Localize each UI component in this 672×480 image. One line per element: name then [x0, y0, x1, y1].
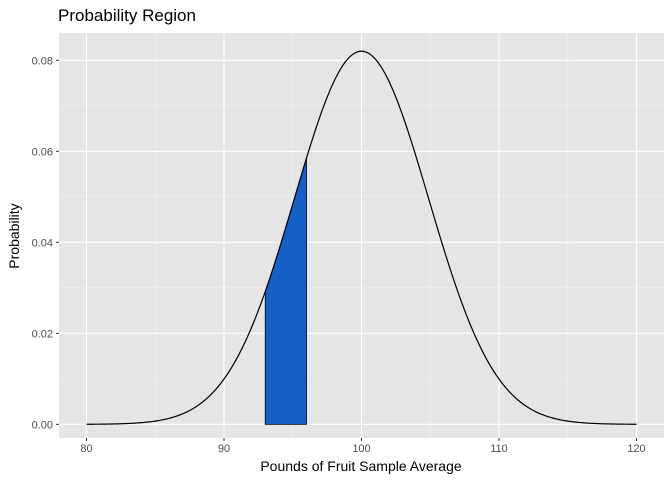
density-curve [86, 50, 637, 425]
y-tick-label: 0.02 [32, 328, 53, 340]
x-tick-label: 100 [352, 443, 370, 455]
grid-major [59, 33, 664, 438]
x-axis-title: Pounds of Fruit Sample Average [260, 458, 462, 474]
x-tick-label: 120 [627, 443, 645, 455]
y-tick-label: 0.04 [32, 237, 53, 249]
y-tick-label: 0.08 [32, 55, 53, 67]
y-axis-title: Probability [6, 203, 22, 268]
y-tick-label: 0.00 [32, 419, 53, 431]
chart-title: Probability Region [58, 6, 196, 25]
x-tick-label: 110 [490, 443, 508, 455]
chart-marks [86, 50, 637, 425]
y-tick-label: 0.06 [32, 146, 53, 158]
x-tick-label: 80 [80, 443, 92, 455]
x-tick-label: 90 [218, 443, 230, 455]
axes: 80 90 100 110 120 0.00 0.02 0.04 0.06 0.08 [32, 55, 646, 455]
